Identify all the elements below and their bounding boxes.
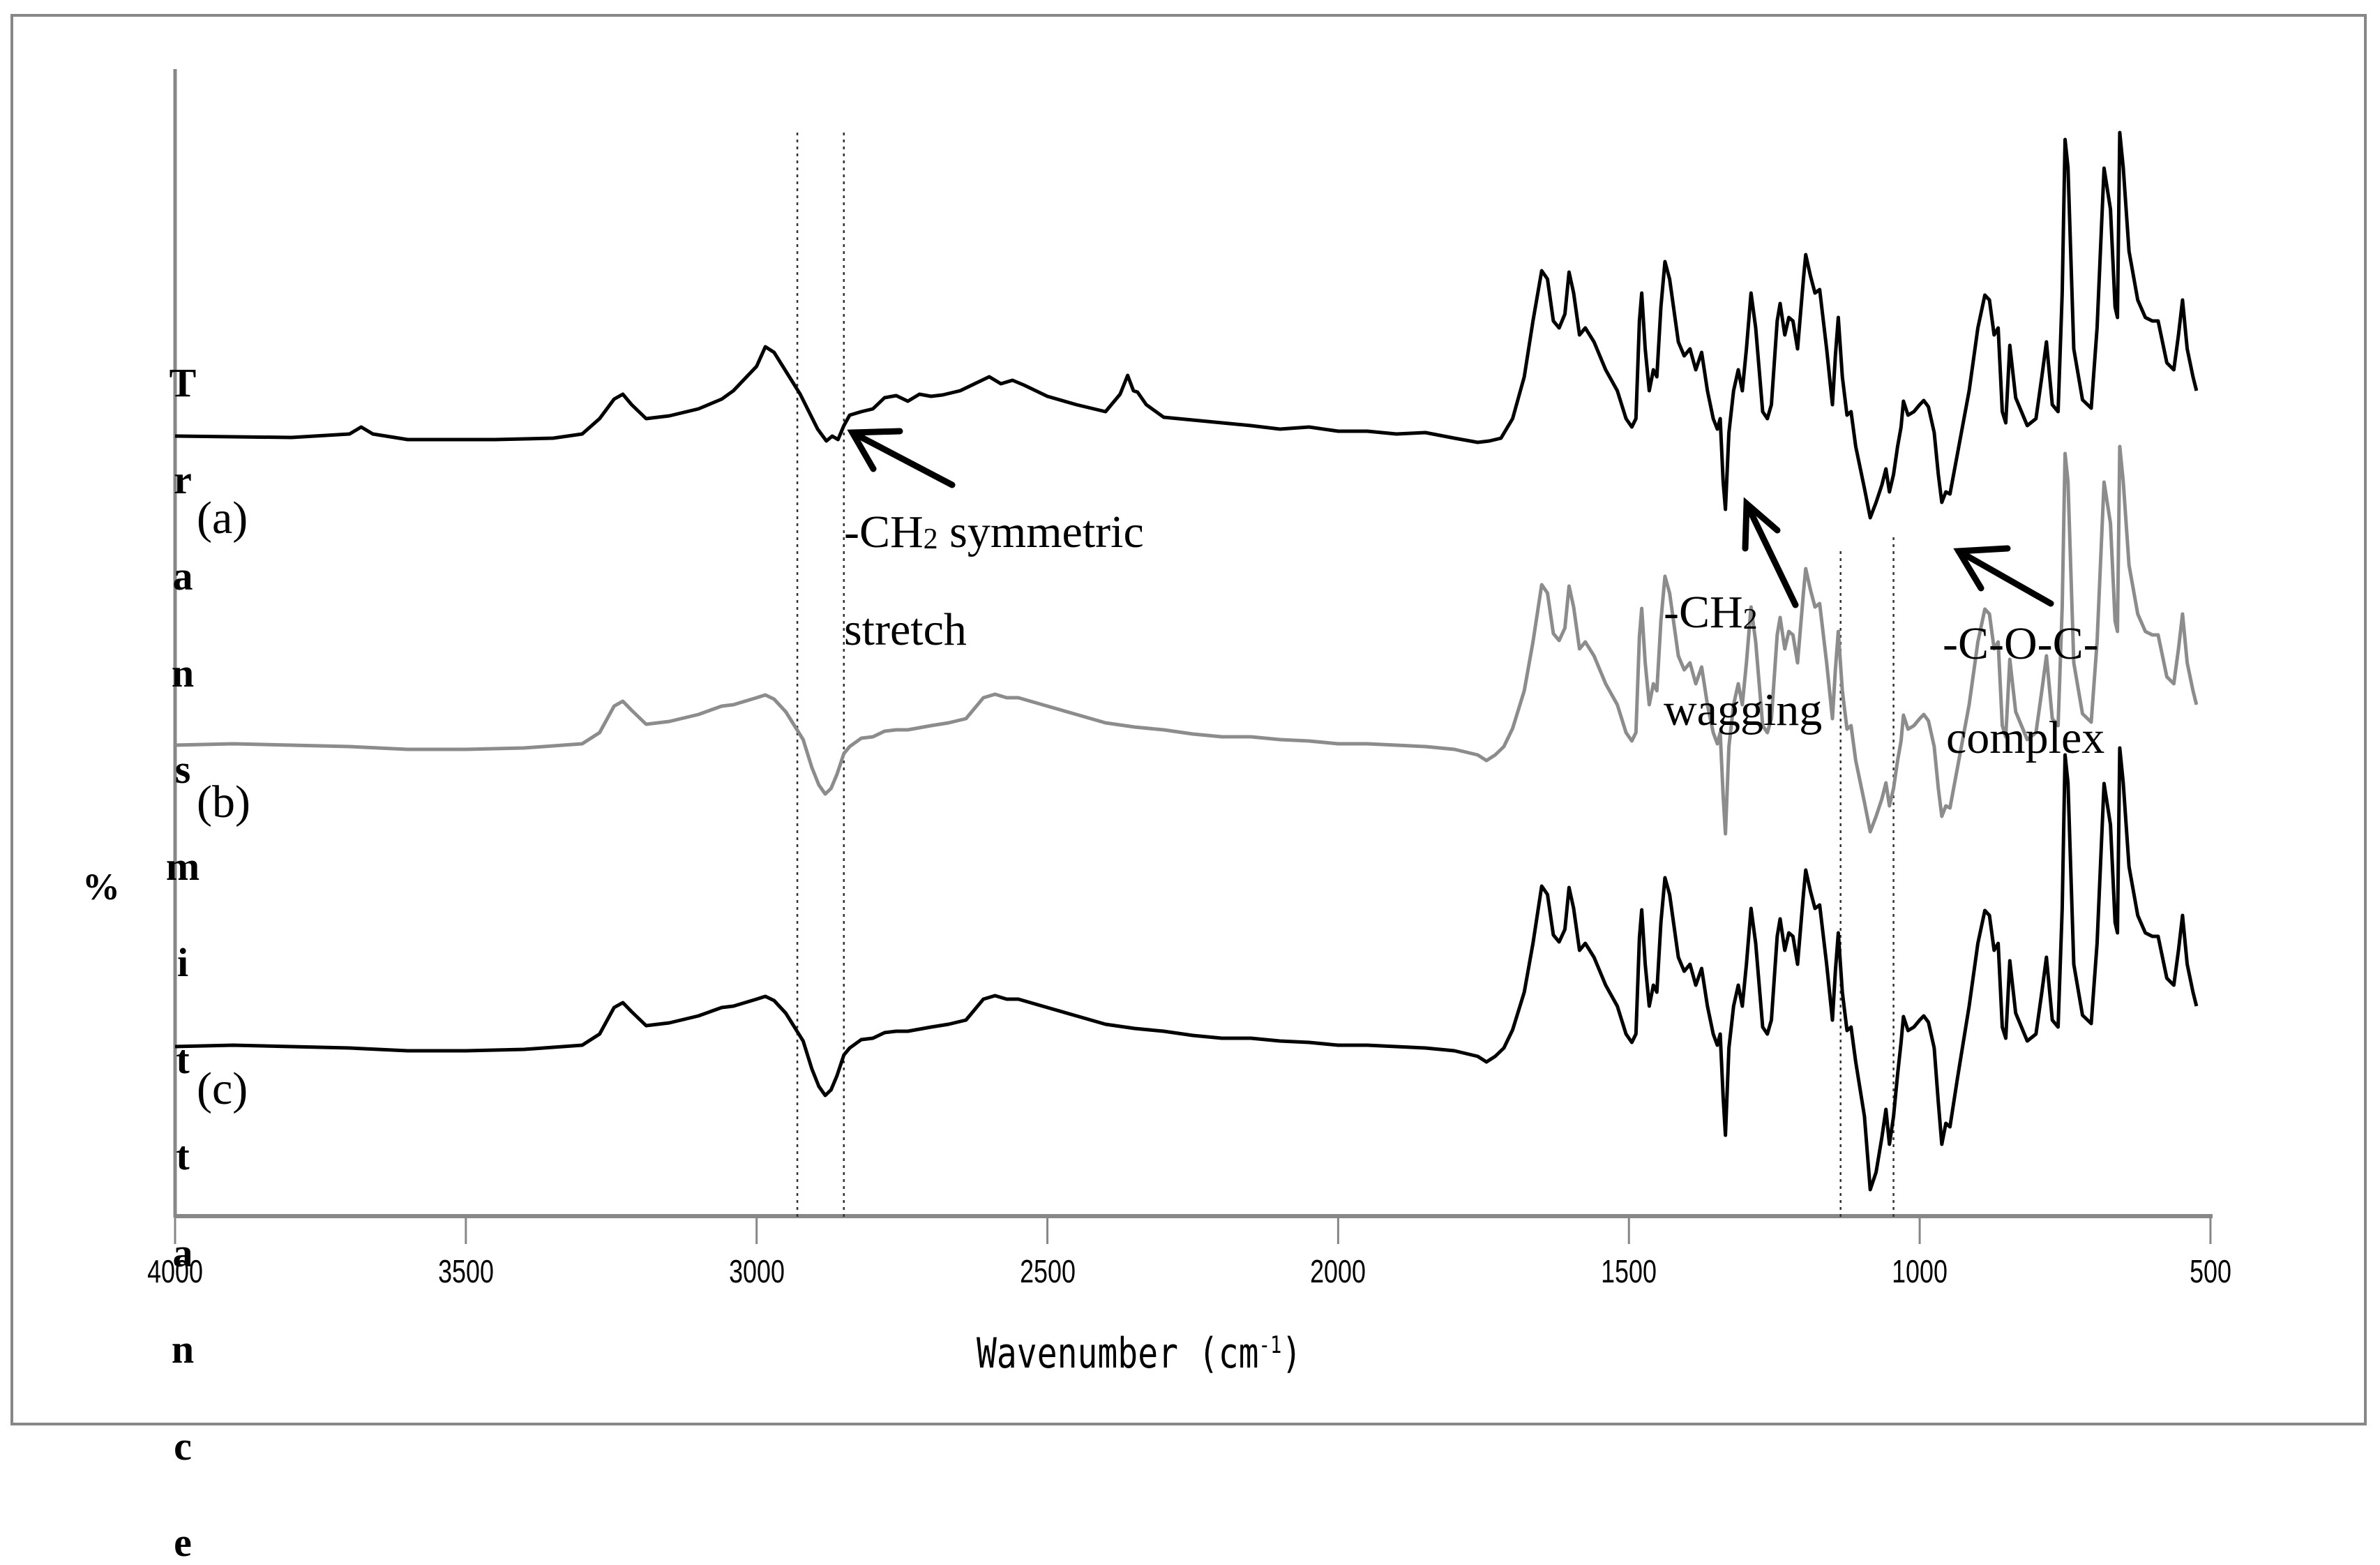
x-axis-title-close: )	[1281, 1329, 1302, 1378]
y-axis-title-letter: a	[172, 553, 193, 599]
arrow-ch2-symmetric-icon	[847, 428, 956, 488]
spectrum-a	[174, 130, 2199, 520]
x-tick-label-2000: 2000	[1310, 1253, 1366, 1289]
annotation-ch2-wagging-main: -CH	[1664, 587, 1743, 638]
y-axis-title-letter: s	[174, 747, 191, 792]
spectrum-c	[174, 746, 2199, 1192]
y-axis-title-letter: t	[176, 1133, 190, 1178]
x-tick-label-1500: 1500	[1601, 1253, 1657, 1289]
annotation-ch2-symmetric-sub: 2	[923, 523, 938, 555]
annotation-ch2-symmetric-main: -CH	[844, 507, 924, 557]
plot-area	[173, 69, 2213, 1244]
annotation-ch2-symmetric-rest: symmetric	[937, 507, 1144, 557]
x-tick-label-3500: 3500	[437, 1253, 494, 1289]
y-axis-percent: %	[82, 866, 120, 908]
spectra	[174, 130, 2199, 1192]
x-axis-title: Wavenumber (cm-1)	[977, 1329, 1302, 1378]
annotation-ch2-wagging-sub: 2	[1742, 604, 1758, 636]
annotation-coc: -C-O-C-	[1943, 618, 2099, 669]
y-axis-title-letter: c	[174, 1423, 192, 1469]
annotation-ch2-symmetric-line2: stretch	[844, 604, 967, 655]
y-axis-title-letter: a	[172, 1229, 193, 1275]
series-label-a: (a)	[197, 493, 248, 544]
x-tick-label-4000: 4000	[147, 1253, 203, 1289]
series-label-b: (b)	[197, 777, 250, 828]
y-axis-title-letter: t	[176, 1036, 190, 1082]
y-axis-title-letter: m	[165, 843, 200, 889]
x-tick-marks	[174, 1216, 2212, 1244]
annotation-ch2-wagging: -CH2	[1664, 586, 1758, 639]
x-tick-label-3000: 3000	[728, 1253, 785, 1289]
annotation-ch2-wagging-line2: wagging	[1664, 684, 1823, 735]
spectrum-b	[174, 444, 2199, 836]
y-axis-title-letter: T	[169, 360, 197, 405]
x-tick-label-2500: 2500	[1019, 1253, 1076, 1289]
x-tick-label-500: 500	[2190, 1253, 2231, 1289]
y-axis-title-letter: r	[174, 456, 192, 502]
y-axis-title-letter: e	[174, 1520, 192, 1565]
figure-frame	[10, 14, 2367, 1425]
arrow-coc-icon	[1953, 545, 2054, 607]
y-axis-title-letter: i	[176, 940, 189, 985]
y-axis-title-letter: n	[171, 1326, 195, 1372]
y-axis-title-letter: n	[171, 650, 195, 696]
annotation-ch2-symmetric: -CH2 symmetric	[844, 506, 1144, 559]
series-label-c: (c)	[197, 1063, 248, 1114]
x-axis-title-sup: -1	[1258, 1331, 1282, 1359]
arrow-ch2-wagging-icon	[1742, 497, 1799, 608]
annotation-coc-line2: complex	[1946, 712, 2105, 763]
x-tick-label-1000: 1000	[1892, 1253, 1948, 1289]
x-axis-title-main: Wavenumber (cm	[977, 1329, 1259, 1378]
